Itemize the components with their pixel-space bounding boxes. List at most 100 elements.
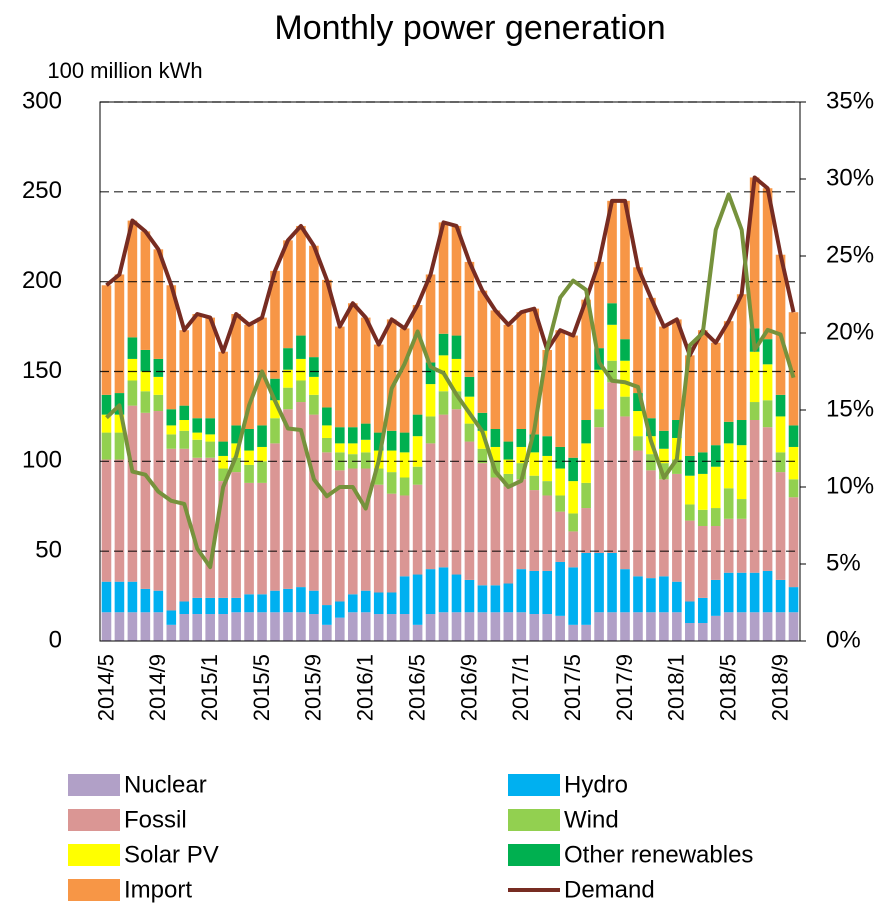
y-tick-label: 100 [22, 447, 62, 474]
y-tick-label: 300 [22, 87, 62, 114]
bar-segment [153, 612, 164, 641]
bar-segment [425, 416, 436, 444]
x-tick-label: 2017/5 [560, 654, 585, 721]
bar-segment [257, 594, 267, 613]
bar-segment [503, 486, 514, 584]
x-tick-label: 2014/9 [145, 654, 170, 721]
bar-segment [335, 326, 345, 428]
bar-segment [775, 579, 786, 613]
bar-segment [697, 597, 708, 624]
bar-segment [607, 324, 617, 361]
bar-segment [101, 459, 112, 582]
bar-segment [529, 475, 540, 491]
bar-segment [244, 324, 254, 429]
bar-segment [114, 414, 125, 433]
y-tick-label: 0 [49, 626, 62, 653]
bar-segment [360, 468, 371, 591]
bar-segment [529, 570, 540, 615]
bar-segment [231, 314, 241, 426]
bar-segment [542, 349, 553, 437]
bar-segment [464, 423, 475, 442]
bar-segment [555, 615, 565, 641]
bar-segment [205, 614, 215, 641]
bar-segment [710, 508, 721, 527]
bar-segment [179, 405, 190, 421]
bar-segment [412, 414, 423, 437]
bar-segment [179, 601, 190, 615]
bar-segment [451, 612, 462, 641]
bar-segment [633, 411, 643, 437]
bar-segment [568, 567, 578, 625]
bar-segment [646, 454, 656, 471]
bar-segment [542, 436, 553, 456]
bar-segment [166, 425, 177, 435]
bar-segment [620, 200, 630, 340]
bar-segment [218, 468, 228, 482]
bar-segment [192, 439, 203, 458]
bar-segment [270, 418, 280, 444]
bar-segment [723, 572, 734, 613]
bar-segment [788, 312, 799, 426]
bar-segment [503, 473, 514, 487]
bar-segment [101, 432, 112, 460]
legend-swatch [508, 809, 560, 831]
bar-segment [633, 450, 643, 577]
bar-segment [179, 330, 190, 406]
bar-segment [192, 614, 203, 641]
bar-segment [568, 624, 578, 641]
bar-segment [607, 382, 617, 553]
bar-segment [788, 612, 799, 641]
bar-segment [646, 578, 656, 613]
bar-segment [685, 504, 695, 521]
bar-segment [451, 391, 462, 410]
bar-segment [309, 357, 319, 377]
legend-swatch [68, 809, 120, 831]
bar-segment [620, 339, 630, 361]
bar-segment [529, 490, 540, 571]
bar-segment [347, 468, 358, 595]
bar-segment [101, 394, 112, 415]
bar-segment [283, 240, 293, 349]
bar-segment [464, 376, 475, 397]
bar-segment [775, 254, 786, 395]
bar-segment [451, 574, 462, 613]
bar-segment [503, 324, 514, 442]
bar-segment [114, 581, 125, 613]
bar-segment [140, 588, 151, 613]
bar-segment [555, 561, 565, 616]
bar-segment [723, 612, 734, 641]
bar-segment [685, 355, 695, 456]
bar-segment [762, 427, 773, 571]
bar-segment [477, 412, 488, 431]
bar-segment [399, 452, 410, 478]
bar-segment [257, 461, 267, 483]
bar-segment [399, 614, 410, 641]
bar-segment [179, 614, 190, 641]
bar-segment [322, 624, 332, 641]
bar-segment [490, 585, 501, 613]
bar-segment [490, 428, 501, 447]
bar-segment [620, 360, 630, 397]
bar-segment [697, 623, 708, 641]
bar-segment [736, 445, 747, 500]
bar-segment [231, 472, 241, 598]
bar-segment [749, 420, 760, 573]
bar-segment [360, 423, 371, 440]
bar-segment [386, 430, 397, 451]
legend-label: Other renewables [564, 841, 753, 868]
bar-segment [581, 482, 591, 509]
bar-segment [646, 297, 656, 419]
bar-segment [633, 267, 643, 394]
bar-segment [127, 405, 138, 582]
bar-segment [736, 518, 747, 573]
bar-segment [127, 581, 138, 613]
x-tick-label: 2018/5 [716, 654, 741, 721]
bar-segment [646, 470, 656, 579]
bar-segment [140, 231, 151, 350]
bar-segment [620, 569, 630, 613]
bar-segment [179, 430, 190, 449]
y2-tick-label: 10% [826, 472, 874, 499]
bar-segment [166, 285, 177, 410]
bar-segment [127, 358, 138, 381]
bar-segment [697, 526, 708, 598]
